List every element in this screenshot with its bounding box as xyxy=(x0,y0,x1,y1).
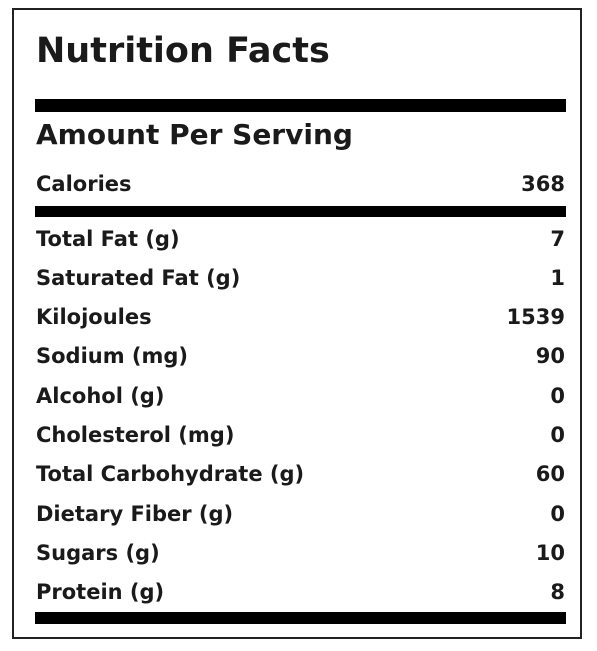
label-title: Nutrition Facts xyxy=(36,31,330,71)
nutrient-row-cholesterol: Cholesterol (mg) 0 xyxy=(36,420,565,450)
calories-row: Calories 368 xyxy=(36,169,565,199)
nutrient-value: 10 xyxy=(535,541,565,565)
nutrient-value: 90 xyxy=(535,344,565,368)
nutrient-row-saturated-fat: Saturated Fat (g) 1 xyxy=(36,263,565,293)
nutrient-row-total-carbohydrate: Total Carbohydrate (g) 60 xyxy=(36,459,565,489)
nutrient-label: Dietary Fiber (g) xyxy=(36,502,234,526)
nutrient-row-kilojoules: Kilojoules 1539 xyxy=(36,302,565,332)
nutrient-label: Saturated Fat (g) xyxy=(36,266,241,290)
nutrient-row-total-fat: Total Fat (g) 7 xyxy=(36,224,565,254)
nutrient-label: Total Carbohydrate (g) xyxy=(36,462,305,486)
nutrition-facts-label: Nutrition Facts Amount Per Serving Calor… xyxy=(12,8,582,639)
serving-heading: Amount Per Serving xyxy=(36,118,353,151)
nutrient-value: 1 xyxy=(550,266,565,290)
nutrient-row-sodium: Sodium (mg) 90 xyxy=(36,341,565,371)
nutrient-label: Protein (g) xyxy=(36,580,165,604)
nutrient-label: Sugars (g) xyxy=(36,541,160,565)
nutrient-value: 1539 xyxy=(506,305,565,329)
thick-divider-top xyxy=(35,99,566,112)
nutrient-row-protein: Protein (g) 8 xyxy=(36,577,565,607)
nutrient-label: Kilojoules xyxy=(36,305,152,329)
nutrient-label: Cholesterol (mg) xyxy=(36,423,235,447)
nutrient-value: 0 xyxy=(550,502,565,526)
nutrient-label: Sodium (mg) xyxy=(36,344,189,368)
nutrient-row-dietary-fiber: Dietary Fiber (g) 0 xyxy=(36,499,565,529)
nutrient-value: 0 xyxy=(550,384,565,408)
nutrient-value: 8 xyxy=(550,580,565,604)
nutrient-label: Total Fat (g) xyxy=(36,227,180,251)
nutrient-row-alcohol: Alcohol (g) 0 xyxy=(36,381,565,411)
thick-divider-middle xyxy=(35,206,566,217)
calories-value: 368 xyxy=(521,172,565,196)
nutrient-row-sugars: Sugars (g) 10 xyxy=(36,538,565,568)
nutrient-value: 0 xyxy=(550,423,565,447)
nutrient-label: Alcohol (g) xyxy=(36,384,165,408)
nutrient-value: 60 xyxy=(535,462,565,486)
nutrient-value: 7 xyxy=(550,227,565,251)
calories-label: Calories xyxy=(36,172,132,196)
thick-divider-bottom xyxy=(35,612,566,624)
